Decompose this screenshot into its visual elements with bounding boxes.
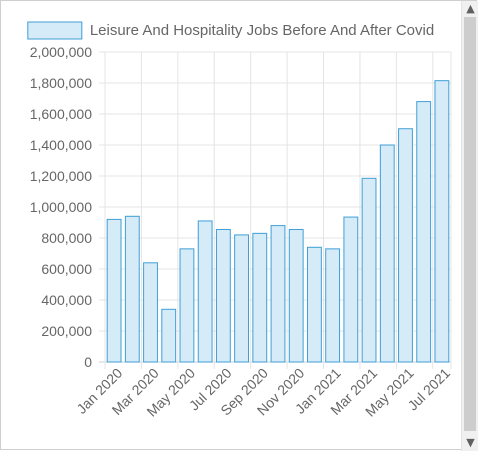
y-tick-label: 400,000	[41, 292, 92, 308]
bar	[197, 220, 213, 363]
bar	[270, 225, 286, 363]
legend-swatch	[27, 21, 83, 40]
bar	[143, 262, 158, 363]
bar	[343, 216, 359, 363]
y-tick-label: 0	[84, 354, 92, 370]
bar	[398, 128, 413, 363]
scroll-thumb[interactable]	[464, 17, 476, 431]
y-tick-label: 600,000	[41, 261, 92, 277]
bar	[379, 144, 395, 363]
y-tick-label: 800,000	[41, 230, 92, 246]
bar	[288, 228, 304, 363]
vertical-scrollbar[interactable]: ▲ ▼	[461, 1, 478, 451]
y-tick-label: 1,200,000	[30, 168, 92, 184]
y-tick-label: 1,400,000	[30, 137, 92, 153]
bar	[124, 215, 140, 363]
bar	[161, 308, 177, 363]
scroll-down-icon[interactable]: ▼	[466, 436, 475, 449]
bar	[252, 232, 268, 363]
bar-chart: 0 200,000 400,000 600,000 800,000 1,000,000 1,…	[27, 21, 453, 420]
bar	[234, 234, 249, 363]
legend-label: Leisure And Hospitality Jobs Before And …	[90, 22, 434, 39]
y-tick-label: 1,800,000	[30, 75, 92, 91]
bar	[361, 177, 377, 363]
bar	[325, 248, 341, 363]
bar	[215, 228, 231, 363]
bar	[179, 248, 195, 363]
bar	[106, 218, 122, 363]
bar	[307, 246, 322, 363]
bar	[434, 80, 450, 363]
y-tick-label: 2,000,000	[30, 44, 92, 60]
bar	[416, 101, 432, 363]
chart-area: 0 200,000 400,000 600,000 800,000 1,000,000 1,…	[1, 1, 461, 453]
y-tick-label: 1,000,000	[30, 199, 92, 215]
y-tick-label: 200,000	[41, 323, 92, 339]
y-tick-label: 1,600,000	[30, 106, 92, 122]
scroll-up-icon[interactable]: ▲	[466, 2, 475, 15]
